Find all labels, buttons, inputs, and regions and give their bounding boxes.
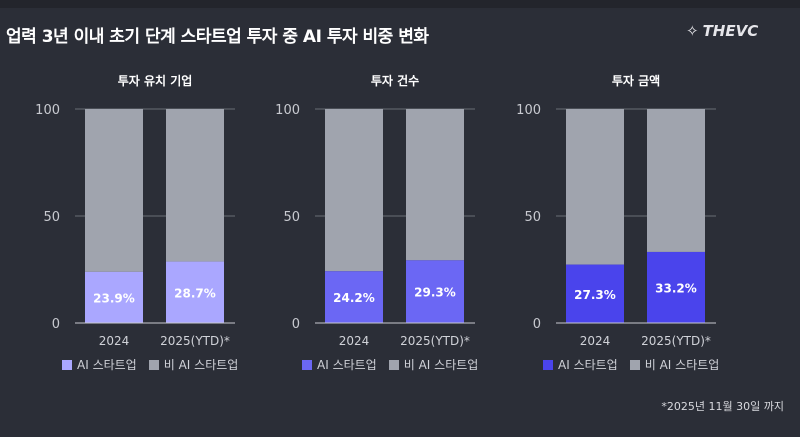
y-tick-label: 100 bbox=[275, 103, 300, 118]
x-tick-label: 2025(YTD)* bbox=[641, 334, 711, 348]
bar-ai bbox=[325, 271, 383, 323]
y-tick-label: 0 bbox=[52, 317, 60, 332]
bar-non-ai bbox=[647, 109, 705, 252]
y-tick-label: 100 bbox=[516, 103, 541, 118]
data-label: 33.2% bbox=[655, 281, 697, 295]
x-tick-label: 2025(YTD)* bbox=[160, 334, 230, 348]
logo-globe-icon: ✧ bbox=[686, 22, 699, 40]
bar-non-ai bbox=[566, 109, 624, 265]
data-label: 29.3% bbox=[414, 286, 456, 300]
legend: AI 스타트업 비 AI 스타트업 bbox=[302, 356, 478, 373]
y-tick-label: 50 bbox=[43, 210, 60, 225]
legend-label: 비 AI 스타트업 bbox=[644, 358, 720, 372]
page-title: 업력 3년 이내 초기 단계 스타트업 투자 중 AI 투자 비중 변화 bbox=[6, 27, 429, 47]
logo-text: THEVC bbox=[702, 22, 759, 40]
chart-title: 투자 금액 bbox=[611, 74, 661, 88]
x-tick-label: 2024 bbox=[99, 334, 130, 348]
bar-ai bbox=[406, 260, 464, 323]
legend: AI 스타트업 비 AI 스타트업 bbox=[543, 356, 719, 373]
bar-ai bbox=[566, 264, 624, 323]
footnote: *2025년 11월 30일 까지 bbox=[661, 400, 784, 413]
bar-non-ai bbox=[166, 109, 224, 262]
logo: ✧ THEVC bbox=[686, 22, 758, 40]
legend-swatch bbox=[629, 360, 640, 370]
bar-ai bbox=[166, 261, 224, 323]
bar-ai bbox=[85, 271, 143, 323]
legend-label: 비 AI 스타트업 bbox=[163, 358, 239, 372]
y-tick-label: 0 bbox=[292, 317, 300, 332]
bar-ai bbox=[647, 251, 705, 323]
x-tick-label: 2024 bbox=[339, 334, 370, 348]
y-tick-label: 50 bbox=[524, 210, 541, 225]
legend-swatch bbox=[388, 360, 399, 370]
data-label: 28.7% bbox=[174, 286, 216, 300]
legend-label: AI 스타트업 bbox=[317, 358, 377, 372]
bar-non-ai bbox=[406, 109, 464, 261]
x-tick-label: 2024 bbox=[580, 334, 611, 348]
y-tick-label: 100 bbox=[35, 103, 60, 118]
legend-swatch bbox=[302, 360, 312, 370]
y-tick-label: 50 bbox=[283, 210, 300, 225]
legend: AI 스타트업 비 AI 스타트업 bbox=[62, 356, 238, 373]
legend-item: 비 AI 스타트업 bbox=[629, 356, 720, 373]
legend-label: AI 스타트업 bbox=[558, 358, 618, 372]
data-label: 23.9% bbox=[93, 291, 135, 305]
bar-non-ai bbox=[85, 109, 143, 272]
chart-title: 투자 건수 bbox=[370, 74, 420, 88]
legend-item: AI 스타트업 bbox=[543, 356, 618, 373]
legend-swatch bbox=[543, 360, 553, 370]
x-tick-label: 2025(YTD)* bbox=[400, 334, 470, 348]
chart-title: 투자 유치 기업 bbox=[117, 74, 193, 88]
legend-swatch bbox=[148, 360, 159, 370]
legend-label: AI 스타트업 bbox=[77, 358, 137, 372]
top-band bbox=[0, 0, 800, 8]
bar-non-ai bbox=[325, 109, 383, 272]
data-label: 27.3% bbox=[574, 288, 616, 302]
legend-item: 비 AI 스타트업 bbox=[388, 356, 479, 373]
legend-swatch bbox=[62, 360, 72, 370]
legend-item: 비 AI 스타트업 bbox=[148, 356, 239, 373]
legend-label: 비 AI 스타트업 bbox=[403, 358, 479, 372]
legend-item: AI 스타트업 bbox=[62, 356, 137, 373]
legend-item: AI 스타트업 bbox=[302, 356, 377, 373]
y-tick-label: 0 bbox=[533, 317, 541, 332]
data-label: 24.2% bbox=[333, 291, 375, 305]
